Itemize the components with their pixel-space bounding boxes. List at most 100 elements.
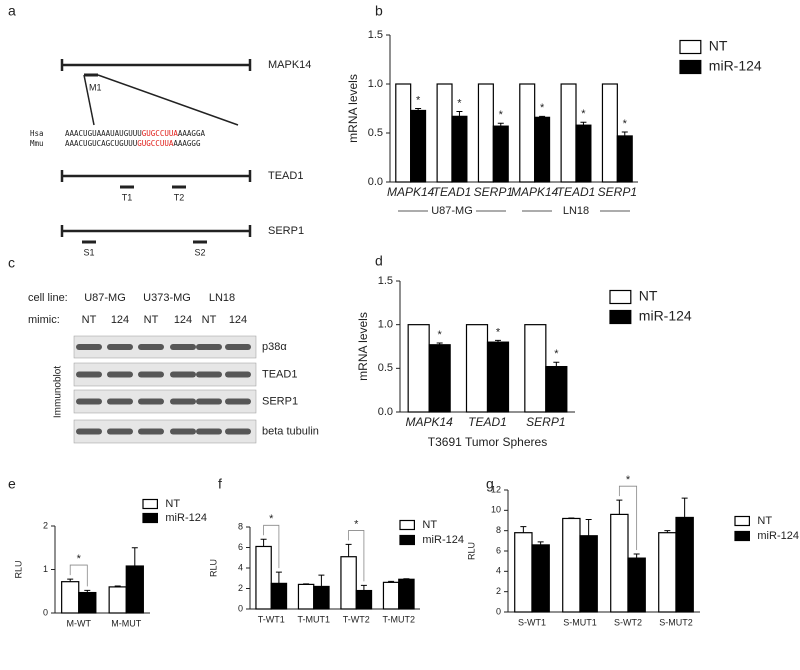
blot-strip [73, 419, 257, 444]
cell-line: U373-MG [143, 292, 191, 304]
site-label: S1 [83, 247, 94, 257]
bar [340, 556, 357, 610]
panel-letter: f [218, 476, 222, 492]
error-bar [539, 115, 546, 118]
band-label: TEAD1 [262, 368, 297, 380]
bar [451, 115, 468, 183]
bar [410, 109, 427, 183]
legend-label: miR-124 [639, 308, 692, 324]
error-bar [403, 578, 410, 580]
significance: * [581, 108, 586, 120]
bar [560, 83, 577, 183]
legend-label: NT [709, 38, 728, 54]
x-tick-label: S-WT2 [614, 617, 642, 627]
x-tick-label: S-MUT1 [563, 617, 597, 627]
bar [519, 83, 536, 183]
sequence: AAACUGUAAAUAUGUUUGUGCCUUAAAAGGA [65, 129, 205, 138]
blot-strip [73, 362, 257, 387]
significance: * [438, 329, 443, 341]
significance: * [457, 97, 462, 109]
error-bar [275, 571, 282, 584]
error-bar [553, 361, 560, 367]
legend-swatch [734, 515, 750, 527]
band [170, 344, 196, 350]
error-bar [456, 110, 463, 117]
legend-label: NT [757, 515, 772, 527]
error-bar [568, 517, 575, 519]
band [225, 428, 251, 435]
seq-5: AAACUGUAAAUAUGUUU [65, 129, 142, 138]
legend-label: NT [165, 498, 180, 510]
gene-label: TEAD1 [268, 170, 303, 182]
bar [675, 516, 694, 613]
band [76, 344, 102, 350]
x-tick-label: MAPK14 [511, 185, 559, 199]
band [225, 371, 251, 378]
legend-label: NT [639, 288, 658, 304]
band [225, 398, 251, 405]
significance-bracket [348, 530, 365, 582]
x-tick-label: T-WT2 [343, 614, 370, 624]
y-tick-label: 8 [238, 521, 243, 531]
bar [270, 582, 288, 610]
site-label: T1 [122, 192, 133, 202]
mimic: 124 [174, 314, 192, 326]
error-bar [580, 121, 587, 126]
y-tick-label: 1.5 [378, 275, 393, 287]
mimic: 124 [229, 314, 247, 326]
legend-swatch [399, 534, 415, 546]
band [170, 428, 196, 435]
band-label: beta tubulin [262, 425, 319, 437]
bar [108, 586, 127, 614]
y-axis-label: mRNA levels [346, 74, 360, 143]
bar [545, 365, 568, 413]
row-label: mimic: [28, 314, 60, 326]
bar [627, 557, 646, 613]
significance: * [499, 109, 504, 121]
significance: * [496, 326, 501, 338]
x-tick-label: SERP1 [526, 415, 565, 429]
gene-label: SERP1 [268, 225, 304, 237]
band [170, 371, 196, 378]
mimic: NT [82, 314, 97, 326]
bar [355, 589, 373, 610]
bar [524, 324, 547, 413]
bar [313, 585, 330, 610]
legend-swatch [142, 498, 158, 510]
bar [616, 135, 633, 183]
bar [61, 581, 80, 614]
error-bar [303, 583, 310, 585]
error-bar [388, 580, 395, 583]
bar [395, 83, 412, 183]
error-bar [67, 578, 74, 582]
blot-strip [73, 335, 257, 359]
bar [531, 544, 550, 613]
band-label: p38α [262, 341, 287, 353]
bar [658, 532, 677, 613]
band [196, 371, 222, 378]
error-bar [520, 526, 527, 533]
significance: * [354, 518, 359, 530]
error-bar [621, 131, 628, 136]
band [138, 371, 164, 378]
significance-bracket [618, 485, 638, 551]
y-axis-label: RLU [466, 542, 476, 560]
bar [255, 545, 272, 610]
y-axis-label: RLU [208, 559, 218, 577]
y-tick-label: 1.5 [368, 29, 383, 41]
bar [297, 583, 315, 610]
x-tick-label: T-WT1 [258, 614, 285, 624]
seq-3: AAAGGG [173, 139, 201, 148]
significance: * [540, 102, 545, 114]
panel-letter: g [486, 476, 494, 492]
panel-letter: e [8, 476, 16, 492]
y-tick-label: 0 [238, 603, 243, 613]
bar [601, 83, 618, 183]
error-bar [616, 499, 623, 515]
x-tick-label: TEAD1 [433, 185, 472, 199]
y-tick-label: 0 [43, 607, 48, 617]
bar [610, 513, 629, 613]
bar [492, 125, 509, 183]
cell-line: LN18 [209, 292, 235, 304]
x-tick-label: TEAD1 [557, 185, 596, 199]
